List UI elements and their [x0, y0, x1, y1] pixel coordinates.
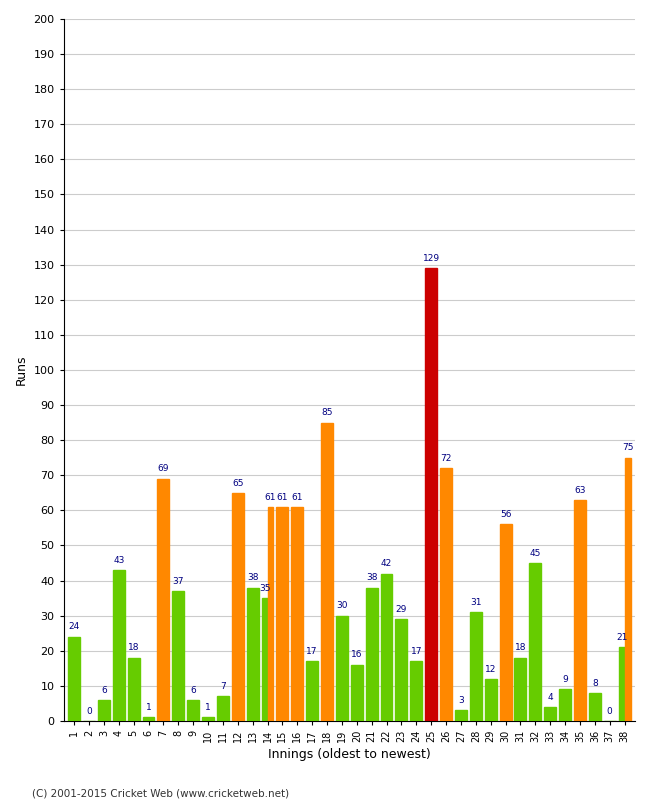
Text: 9: 9	[562, 675, 568, 684]
Bar	[68, 637, 80, 721]
Bar	[410, 662, 422, 721]
Text: 17: 17	[411, 647, 422, 656]
Text: 29: 29	[396, 605, 407, 614]
Text: 45: 45	[530, 549, 541, 558]
Text: 18: 18	[515, 643, 527, 653]
Text: 31: 31	[470, 598, 482, 607]
Text: 61: 61	[292, 493, 303, 502]
Bar	[559, 690, 571, 721]
Bar	[217, 696, 229, 721]
Text: 56: 56	[500, 510, 512, 519]
Bar	[142, 718, 155, 721]
Text: 35: 35	[259, 584, 270, 593]
Bar	[232, 493, 244, 721]
Text: 0: 0	[86, 706, 92, 716]
Text: 8: 8	[592, 678, 598, 687]
Text: (C) 2001-2015 Cricket Web (www.cricketweb.net): (C) 2001-2015 Cricket Web (www.cricketwe…	[32, 788, 290, 798]
Text: 16: 16	[351, 650, 363, 659]
Text: 38: 38	[366, 574, 378, 582]
Bar	[589, 693, 601, 721]
Y-axis label: Runs: Runs	[15, 354, 28, 386]
Bar	[425, 268, 437, 721]
Text: 18: 18	[128, 643, 139, 653]
Bar	[127, 658, 140, 721]
Bar	[470, 612, 482, 721]
Bar	[157, 478, 170, 721]
Text: 38: 38	[247, 574, 259, 582]
Text: 69: 69	[158, 465, 169, 474]
Bar	[544, 707, 556, 721]
Bar	[202, 718, 214, 721]
Text: 6: 6	[190, 686, 196, 694]
Bar	[515, 658, 527, 721]
Bar	[529, 563, 541, 721]
Text: 6: 6	[101, 686, 107, 694]
Bar	[261, 598, 268, 721]
Text: 7: 7	[220, 682, 226, 691]
Text: 61: 61	[277, 493, 288, 502]
Text: 21: 21	[616, 633, 627, 642]
Bar	[336, 616, 348, 721]
Bar	[485, 679, 497, 721]
Text: 17: 17	[306, 647, 318, 656]
Text: 75: 75	[622, 443, 633, 453]
Text: 1: 1	[146, 703, 151, 712]
Text: 24: 24	[68, 622, 80, 631]
Text: 12: 12	[485, 665, 497, 674]
Bar	[440, 468, 452, 721]
Bar	[500, 524, 512, 721]
Bar	[625, 458, 630, 721]
Text: 43: 43	[113, 556, 124, 565]
Text: 63: 63	[574, 486, 586, 494]
Bar	[321, 422, 333, 721]
Bar	[366, 587, 378, 721]
Text: 42: 42	[381, 559, 392, 568]
Text: 4: 4	[547, 693, 553, 702]
Bar	[291, 507, 304, 721]
Bar	[619, 647, 625, 721]
Bar	[247, 587, 259, 721]
Bar	[268, 507, 274, 721]
Text: 30: 30	[336, 602, 348, 610]
Bar	[351, 665, 363, 721]
Bar	[306, 662, 318, 721]
Text: 72: 72	[440, 454, 452, 463]
Bar	[276, 507, 289, 721]
Bar	[574, 500, 586, 721]
Text: 3: 3	[458, 696, 464, 705]
X-axis label: Innings (oldest to newest): Innings (oldest to newest)	[268, 748, 431, 761]
Text: 37: 37	[172, 577, 184, 586]
Bar	[455, 710, 467, 721]
Text: 129: 129	[422, 254, 440, 263]
Bar	[395, 619, 408, 721]
Bar	[113, 570, 125, 721]
Text: 85: 85	[321, 408, 333, 418]
Bar	[187, 700, 199, 721]
Bar	[172, 591, 184, 721]
Text: 61: 61	[265, 493, 276, 502]
Text: 1: 1	[205, 703, 211, 712]
Text: 65: 65	[232, 478, 244, 487]
Bar	[381, 574, 393, 721]
Text: 0: 0	[607, 706, 612, 716]
Bar	[98, 700, 110, 721]
